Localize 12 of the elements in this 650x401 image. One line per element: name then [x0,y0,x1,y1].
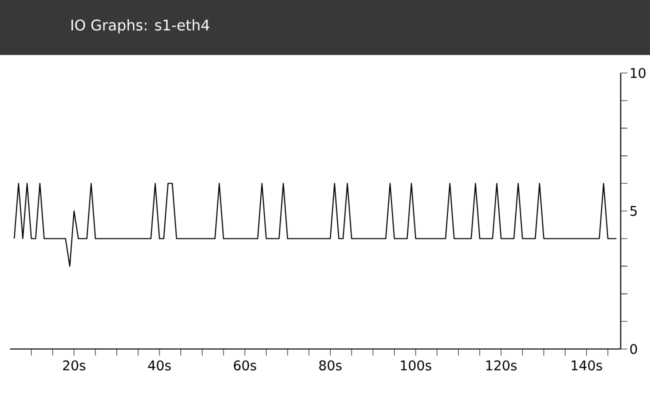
x-tick-label: 140s [572,360,602,370]
chart-title: IO Graphs: s1-eth4 [71,19,210,34]
x-tick-label: 100s [400,360,432,370]
x-tick-label: 20s [63,360,86,370]
x-tick-label: 80s [319,360,342,370]
x-tick-label: 40s [148,360,171,370]
y-tick-label: 0 [630,344,637,354]
line-series [14,182,617,267]
x-tick-label: 60s [234,360,256,370]
y-tick-label: 10 [630,68,646,78]
x-tick-label: 120s [486,360,517,370]
y-tick-label: 5 [630,206,637,216]
